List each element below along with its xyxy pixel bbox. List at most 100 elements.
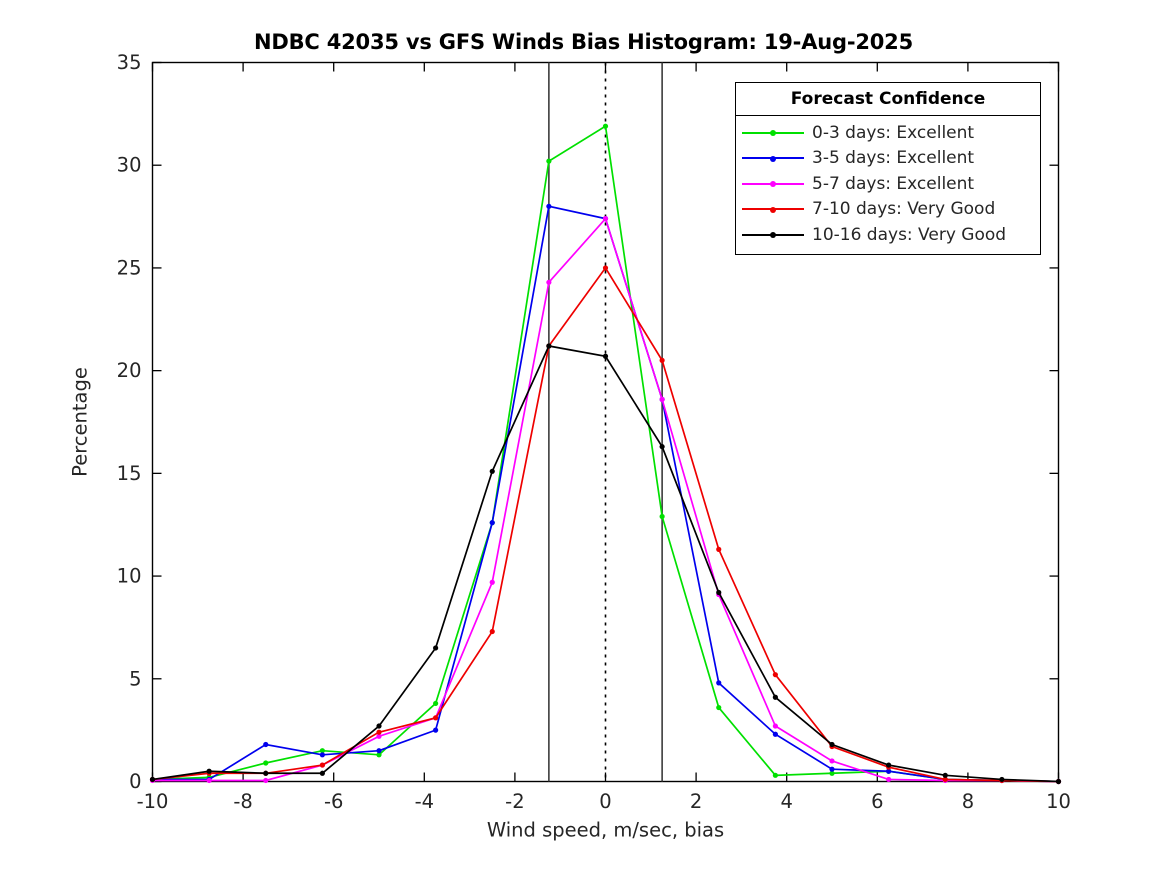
series-point <box>886 768 892 774</box>
series-point <box>376 723 382 729</box>
reference-lines-group <box>548 62 663 782</box>
series-point <box>886 776 892 783</box>
series-point <box>772 772 778 778</box>
series-point <box>999 776 1005 783</box>
series-point <box>772 723 778 729</box>
series-point <box>546 203 552 209</box>
series-point <box>829 758 835 764</box>
series-point <box>716 704 722 711</box>
series-point <box>659 357 665 363</box>
legend: Forecast Confidence 0-3 days: Excellent 3… <box>735 82 1041 255</box>
legend-item-0[interactable]: 0-3 days: Excellent <box>736 120 1040 146</box>
series-point <box>772 694 778 700</box>
x-tick-label: 4 <box>780 790 792 813</box>
y-tick-label: 35 <box>117 51 142 74</box>
x-tick-label: 0 <box>599 790 611 813</box>
tick-labels-group: 0 5 10 15 20 25 30 35 -10 -8 -6 -4 -2 0 2 4 6 8 10 <box>117 51 1071 813</box>
y-tick-label: 5 <box>129 667 141 690</box>
y-tick-label: 0 <box>129 770 141 793</box>
series-point <box>602 123 609 129</box>
y-tick-label: 30 <box>117 154 142 177</box>
page-title: NDBC 42035 vs GFS Winds Bias Histogram: … <box>254 30 913 54</box>
series-point <box>206 768 212 774</box>
x-tick-label: 8 <box>962 790 974 813</box>
legend-swatch-icon <box>742 202 804 216</box>
series-point <box>319 748 325 754</box>
legend-item-label: 5-7 days: Excellent <box>812 173 975 194</box>
series-point <box>546 158 552 164</box>
series-point <box>716 680 722 686</box>
y-tick-label: 20 <box>117 359 142 382</box>
series-point <box>602 265 609 271</box>
series-point <box>433 645 439 651</box>
y-axis-title: Percentage <box>69 367 92 477</box>
x-tick-label: 10 <box>1046 790 1071 813</box>
series-point <box>319 752 325 758</box>
series-point <box>659 513 665 520</box>
series-point <box>942 776 948 783</box>
series-point <box>659 396 665 403</box>
series-point <box>716 546 722 552</box>
y-tick-label: 10 <box>117 565 142 588</box>
x-tick-label: -2 <box>505 790 524 813</box>
legend-item-1[interactable]: 3-5 days: Excellent <box>736 146 1040 172</box>
x-tick-label: 6 <box>871 790 883 813</box>
legend-swatch-icon <box>742 151 804 165</box>
legend-item-4[interactable]: 10-16 days: Very Good <box>736 222 1040 248</box>
series-point <box>433 715 439 721</box>
series-point <box>829 766 835 772</box>
legend-swatch-icon <box>742 177 804 191</box>
legend-item-label: 10-16 days: Very Good <box>812 224 1007 245</box>
series-point <box>829 770 835 776</box>
series-group <box>149 123 1062 785</box>
series-point <box>206 777 212 784</box>
series-point <box>1055 778 1062 785</box>
series-point <box>433 700 439 707</box>
series-point <box>319 762 325 768</box>
series-point <box>376 752 382 758</box>
y-tick-label: 15 <box>117 462 142 485</box>
legend-item-label: 0-3 days: Excellent <box>812 122 975 143</box>
x-tick-label: -6 <box>324 790 343 813</box>
series-point <box>263 741 269 748</box>
legend-item-label: 3-5 days: Excellent <box>812 148 975 169</box>
series-point <box>263 760 269 766</box>
series-point <box>546 279 552 285</box>
series-point <box>149 776 156 783</box>
legend-items: 0-3 days: Excellent 3-5 days: Excellent 5-… <box>736 116 1040 254</box>
y-tick-label: 25 <box>117 256 142 279</box>
series-point <box>433 727 439 733</box>
legend-item-2[interactable]: 5-7 days: Excellent <box>736 171 1040 197</box>
series-point <box>489 468 495 474</box>
series-point <box>772 731 778 737</box>
series-point <box>659 444 665 450</box>
x-tick-label: 2 <box>690 790 702 813</box>
series-point <box>546 343 552 349</box>
series-point <box>489 628 495 635</box>
series-point <box>376 729 382 735</box>
x-tick-label: -10 <box>137 790 169 813</box>
x-tick-label: -4 <box>415 790 434 813</box>
legend-swatch-icon <box>742 126 804 140</box>
legend-item-3[interactable]: 7-10 days: Very Good <box>736 197 1040 223</box>
series-point <box>376 733 382 739</box>
series-point <box>489 579 495 585</box>
series-point <box>716 589 722 596</box>
x-tick-label: -8 <box>233 790 252 813</box>
series-point <box>772 672 778 678</box>
legend-swatch-icon <box>742 228 804 242</box>
series-point <box>829 741 835 748</box>
legend-item-label: 7-10 days: Very Good <box>812 199 996 220</box>
series-point <box>942 772 948 778</box>
series-point <box>263 770 269 776</box>
series-point <box>263 777 269 784</box>
legend-title: Forecast Confidence <box>736 83 1040 116</box>
x-axis-title: Wind speed, m/sec, bias <box>487 819 724 842</box>
axis-titles-group: Wind speed, m/sec, bias Percentage <box>69 367 725 841</box>
series-point <box>376 748 382 754</box>
series-point <box>489 520 495 526</box>
series-point <box>886 762 892 768</box>
